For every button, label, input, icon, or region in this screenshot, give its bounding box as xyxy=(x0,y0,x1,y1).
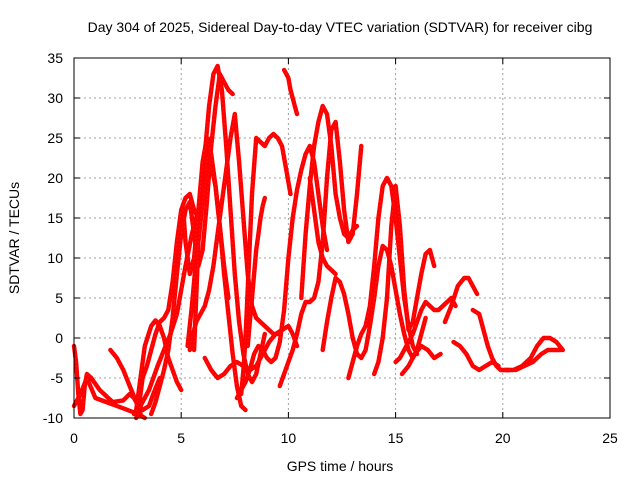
series-arc-29 xyxy=(502,335,565,373)
grid xyxy=(74,58,610,418)
series-arc-26-marker-texture xyxy=(444,277,478,323)
series-arc-15 xyxy=(239,131,293,397)
series-arc-16-marker-texture xyxy=(247,197,266,347)
series-arc-27-marker-texture xyxy=(453,341,499,371)
series-arc-5-marker-texture xyxy=(135,137,212,419)
x-tick-label: 25 xyxy=(602,430,618,446)
plot-frame xyxy=(73,57,611,419)
y-tick-label: 15 xyxy=(47,210,63,226)
y-tick-label: 10 xyxy=(47,250,63,266)
series-arc-15-marker-texture xyxy=(240,133,291,395)
y-tick-label: -10 xyxy=(43,410,63,426)
series-arc-26 xyxy=(442,275,480,325)
series-arc-27 xyxy=(451,339,501,373)
x-tick-label: 5 xyxy=(177,430,185,446)
series-arc-18 xyxy=(281,67,300,117)
series-arc-20-marker-texture xyxy=(309,177,336,275)
y-axis-label: SDTVAR / TECUs xyxy=(6,182,22,294)
x-tick-label: 0 xyxy=(70,430,78,446)
series-arc-23 xyxy=(372,183,437,377)
chart-title: Day 304 of 2025, Sidereal Day-to-day VTE… xyxy=(88,19,593,35)
series-arc-6 xyxy=(134,318,184,413)
series-arc-2-marker-texture xyxy=(73,376,146,419)
series-arc-24 xyxy=(393,295,458,365)
y-tick-label: 30 xyxy=(47,90,63,106)
y-tick-label: -5 xyxy=(51,370,64,386)
series-arc-30-marker-texture xyxy=(515,349,561,371)
series-arc-12 xyxy=(187,111,280,353)
y-tick-label: 20 xyxy=(47,170,63,186)
y-tick-label: 0 xyxy=(55,330,63,346)
series-arc-30 xyxy=(513,347,563,373)
series-arc-21 xyxy=(320,243,428,361)
series-arc-19-marker-texture xyxy=(300,104,358,299)
series-arc-21-marker-texture xyxy=(322,245,426,359)
series-arc-25-marker-texture xyxy=(401,345,441,375)
y-tick-label: 25 xyxy=(47,130,63,146)
series-arc-13-marker-texture xyxy=(204,325,298,379)
series-arc-25 xyxy=(399,343,443,377)
x-tick-label: 10 xyxy=(281,430,297,446)
y-tick-label: 35 xyxy=(47,50,63,66)
x-tick-label: 20 xyxy=(495,430,511,446)
series-arc-20 xyxy=(307,175,338,277)
data-layer xyxy=(71,63,565,421)
series-arc-13 xyxy=(202,323,300,381)
axis-ticks: 0 5 10 15 20 25 -10 -5 0 5 10 15 20 25 30 35 xyxy=(43,50,618,446)
x-tick-label: 15 xyxy=(388,430,404,446)
series-arc-11 xyxy=(191,163,248,413)
x-axis-label: GPS time / hours xyxy=(287,458,394,474)
series-arc-8-marker-texture xyxy=(150,72,233,415)
y-tick-label: 5 xyxy=(55,290,63,306)
series-arc-18-marker-texture xyxy=(283,69,298,115)
series-arc-4-marker-texture xyxy=(110,349,161,411)
series-arc-16 xyxy=(245,195,267,349)
